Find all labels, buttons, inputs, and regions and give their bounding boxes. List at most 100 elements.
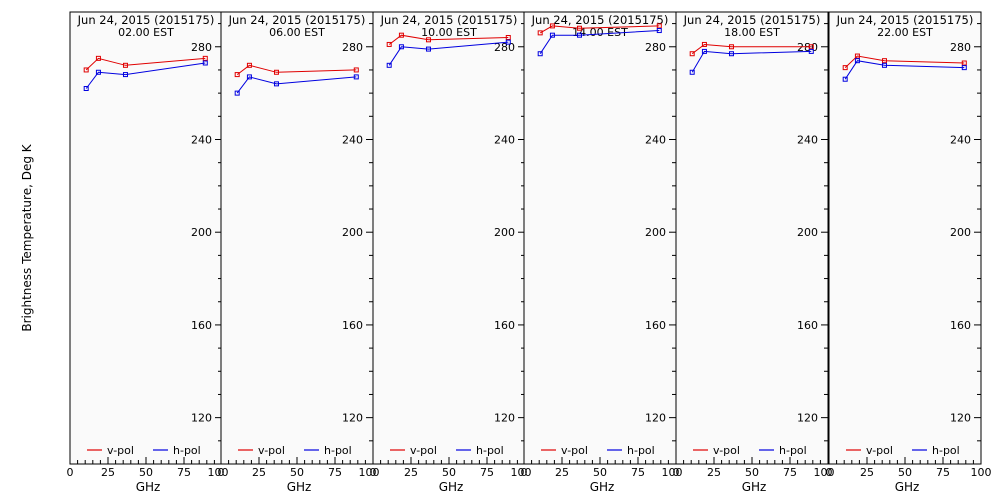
panel-title-time: 18.00 EST [724,26,780,39]
data-point-v-pol [537,30,543,36]
series-line-h-pol [388,41,509,66]
x-tick-label: 25 [101,466,115,479]
chart-panel-2: Jun 24, 2015 (2015175)06.00 EST 280 240 200… [218,11,380,494]
y-tick-label: 280 [645,41,666,54]
legend-label-v-pol: v-pol [107,444,134,457]
y-tick-label: 200 [494,226,515,239]
panel-title-date: Jun 24, 2015 (2015175) [228,13,366,27]
y-tick-label: 240 [950,133,971,146]
x-tick-label: 0 [673,466,680,479]
data-point-h-pol [505,39,511,45]
series-line-h-pol [844,60,965,80]
data-point-v-pol [656,23,662,29]
y-tick-label: 120 [645,412,666,425]
data-point-h-pol [537,51,543,57]
data-point-h-pol [202,60,208,66]
panel-title-date: Jun 24, 2015 (2015175) [836,13,974,27]
x-tick-label: 100 [511,466,532,479]
series-line-v-pol [388,34,509,45]
x-tick-label: 25 [404,466,418,479]
series-line-h-pol [236,76,357,94]
data-point-v-pol [881,58,887,64]
legend-label-v-pol: v-pol [561,444,588,457]
y-tick-label: 160 [191,319,212,332]
data-point-h-pol [854,58,860,64]
x-tick-label: 50 [745,466,759,479]
data-point-v-pol [728,44,734,50]
y-axis-label: Brightness Temperature, Deg K [20,143,34,331]
data-point-h-pol [842,76,848,82]
series-line-v-pol [236,64,357,75]
x-axis-label: GHz [136,480,161,494]
data-point-h-pol [398,44,404,50]
data-point-v-pol [549,23,555,29]
chart-panel-4: Jun 24, 2015 (2015175)14.00 EST 280 240 200… [521,11,683,494]
y-tick-label: 240 [494,133,515,146]
data-point-v-pol [425,37,431,43]
x-axis-label: GHz [590,480,615,494]
data-point-h-pol [234,90,240,96]
data-point-h-pol [273,81,279,87]
data-point-v-pol [386,41,392,47]
data-point-h-pol [246,74,252,80]
legend-label-h-pol: h-pol [476,444,504,457]
data-point-h-pol [122,72,128,78]
x-tick-label: 0 [67,466,74,479]
data-point-v-pol [95,55,101,61]
y-tick-label: 120 [494,412,515,425]
y-tick-label: 200 [950,226,971,239]
x-tick-label: 100 [971,466,992,479]
x-tick-label: 50 [442,466,456,479]
x-tick-label: 100 [208,466,229,479]
y-tick-label: 200 [797,226,818,239]
data-point-v-pol [689,51,695,57]
x-tick-label: 75 [480,466,494,479]
legend-label-h-pol: h-pol [779,444,807,457]
y-tick-label: 160 [797,319,818,332]
y-tick-label: 160 [950,319,971,332]
chart-panel-1: Jun 24, 2015 (2015175)02.00 EST 280 240 200… [67,11,229,494]
panel-title-date: Jun 24, 2015 (2015175) [77,13,215,27]
data-point-h-pol [576,32,582,38]
y-tick-label: 240 [191,133,212,146]
series-line-v-pol [691,43,812,55]
panel-title-time: 14.00 EST [572,26,628,39]
data-point-v-pol [961,60,967,66]
data-point-h-pol [728,51,734,57]
y-tick-label: 160 [494,319,515,332]
data-point-v-pol [398,32,404,38]
x-tick-label: 75 [177,466,191,479]
chart-panel-6: Jun 24, 2015 (2015175)22.00 EST 280 240 200… [826,11,992,494]
data-point-h-pol [549,32,555,38]
legend-label-h-pol: h-pol [627,444,655,457]
data-point-h-pol [425,46,431,52]
y-tick-label: 120 [797,412,818,425]
x-tick-label: 100 [662,466,683,479]
data-point-h-pol [656,28,662,34]
panel-frame [675,11,829,465]
y-tick-label: 120 [191,412,212,425]
x-axis-label: GHz [287,480,312,494]
data-point-h-pol [701,48,707,54]
x-tick-label: 25 [707,466,721,479]
y-tick-label: 200 [645,226,666,239]
series-line-h-pol [85,62,206,89]
x-axis-label: GHz [439,480,464,494]
y-tick-label: 160 [342,319,363,332]
y-tick-label: 240 [645,133,666,146]
data-point-h-pol [961,65,967,71]
y-tick-label: 200 [191,226,212,239]
x-tick-label: 75 [631,466,645,479]
data-point-h-pol [689,69,695,75]
data-point-h-pol [353,74,359,80]
y-tick-label: 280 [342,41,363,54]
y-tick-label: 240 [342,133,363,146]
panel-frame [828,11,982,465]
panel-frame [372,11,526,465]
panel-title-time: 06.00 EST [269,26,325,39]
y-tick-label: 120 [342,412,363,425]
y-tick-label: 160 [645,319,666,332]
x-tick-label: 75 [936,466,950,479]
panel-title-time: 02.00 EST [118,26,174,39]
x-tick-label: 75 [328,466,342,479]
